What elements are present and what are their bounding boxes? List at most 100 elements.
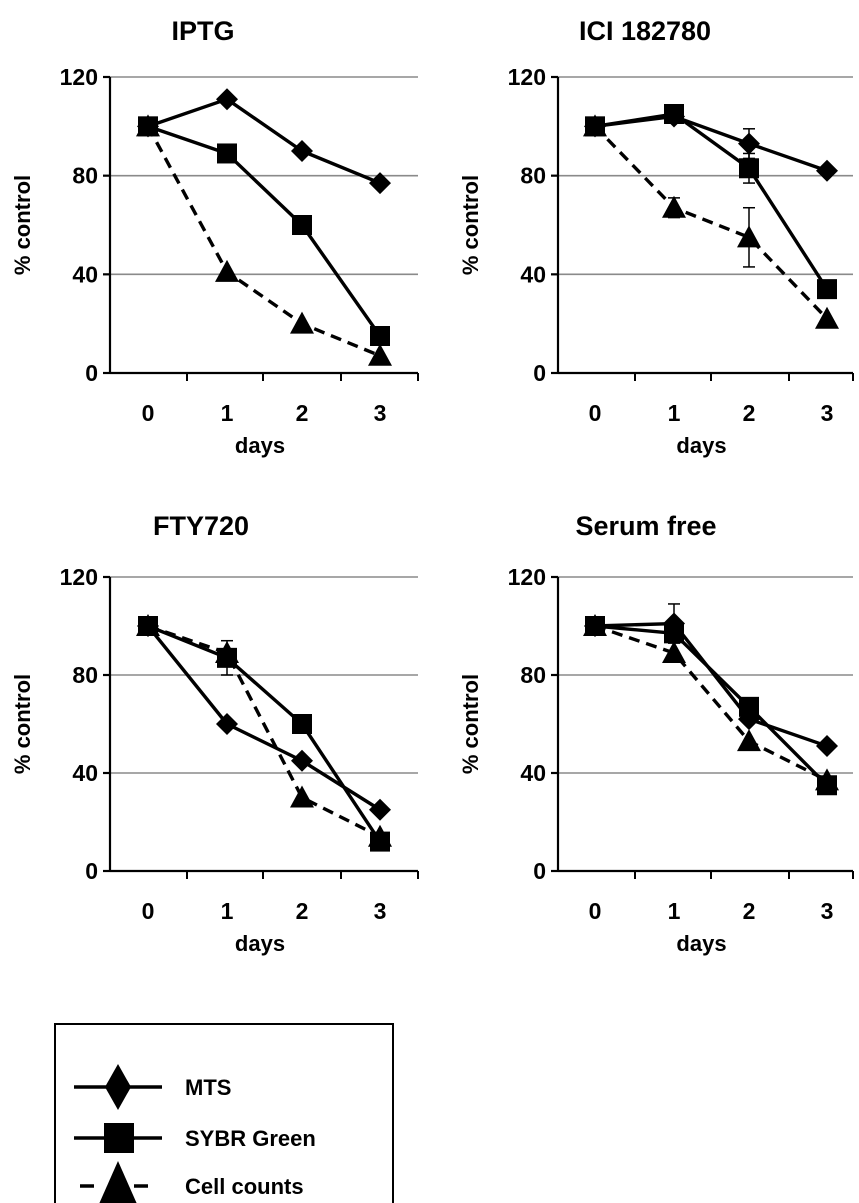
legend: MTS SYBR Green Cell counts <box>54 1023 394 1203</box>
data-point-square <box>739 158 759 179</box>
data-point-square <box>664 623 684 644</box>
series-cell-counts <box>136 614 392 847</box>
data-point-triangle <box>215 640 239 663</box>
series-sybr-green <box>138 116 390 346</box>
x-tick-label: 0 <box>142 898 155 924</box>
series-sybr-green <box>585 616 837 796</box>
series-line <box>147 624 381 839</box>
data-point-square <box>292 215 312 235</box>
panel-title: ICI 182780 <box>579 16 711 46</box>
chart-panel-4: Serum free 0 40 80 120 0 1 2 3 days % control <box>458 511 854 956</box>
series-cell-counts <box>583 114 839 329</box>
data-point-square <box>817 279 837 300</box>
data-point-square <box>370 326 390 346</box>
legend-label: SYBR Green <box>185 1126 316 1151</box>
series-mts <box>137 615 391 821</box>
data-point-square <box>739 696 759 717</box>
y-axis-label: % control <box>10 175 35 275</box>
data-point-triangle <box>290 785 314 808</box>
series-line <box>594 624 828 782</box>
data-point-diamond <box>816 159 838 182</box>
series-line <box>593 125 829 320</box>
data-point-diamond <box>369 172 391 195</box>
series-sybr-green <box>138 616 390 852</box>
x-tick-label: 1 <box>668 898 681 924</box>
x-tick-label: 0 <box>589 898 602 924</box>
x-axis-label: days <box>676 433 726 458</box>
chart-panel-3: FTY720 0 40 80 120 0 1 2 3 days % control <box>10 511 419 956</box>
panel-title: FTY720 <box>153 511 249 541</box>
data-point-triangle <box>815 768 839 791</box>
y-tick-label: 0 <box>533 360 546 386</box>
x-tick-label: 0 <box>142 400 155 426</box>
legend-box <box>54 1023 394 1203</box>
series-cell-counts <box>583 614 839 791</box>
y-tick-label: 0 <box>85 858 98 884</box>
data-point-square <box>292 714 312 734</box>
series-sybr-green <box>585 104 837 300</box>
x-tick-label: 2 <box>296 400 309 426</box>
x-tick-label: 1 <box>221 898 234 924</box>
data-point-diamond <box>216 713 238 735</box>
y-tick-label: 120 <box>60 64 98 90</box>
series-cell-counts <box>136 114 392 366</box>
x-tick-label: 3 <box>821 400 834 426</box>
data-point-diamond <box>291 140 313 162</box>
data-point-triangle <box>368 343 392 366</box>
data-point-diamond <box>369 798 391 821</box>
y-tick-label: 80 <box>72 662 98 688</box>
legend-triangle-marker <box>99 1161 137 1203</box>
x-tick-label: 2 <box>743 400 756 426</box>
series-line <box>594 114 828 173</box>
series-line <box>594 621 828 748</box>
y-tick-label: 120 <box>60 564 98 590</box>
data-point-triangle <box>583 614 607 636</box>
data-point-diamond <box>216 88 238 111</box>
data-point-triangle <box>662 195 686 218</box>
y-tick-label: 40 <box>72 760 98 786</box>
panel-title: Serum free <box>575 511 716 541</box>
series-line <box>147 624 382 843</box>
data-point-diamond <box>816 735 838 758</box>
legend-diamond-marker <box>105 1064 131 1110</box>
x-tick-label: 3 <box>821 898 834 924</box>
x-tick-label: 1 <box>668 400 681 426</box>
legend-label: Cell counts <box>185 1174 304 1199</box>
data-point-triangle <box>662 640 686 663</box>
y-tick-label: 40 <box>72 261 98 287</box>
data-point-triangle <box>737 225 761 248</box>
series-line <box>147 124 382 337</box>
series-line <box>146 125 381 358</box>
data-point-diamond <box>291 749 313 772</box>
data-point-triangle <box>368 824 392 847</box>
y-axis-label: % control <box>10 674 35 774</box>
data-point-triangle <box>815 306 839 329</box>
data-point-triangle <box>583 114 607 137</box>
y-tick-label: 80 <box>72 163 98 189</box>
data-point-triangle <box>737 729 761 752</box>
x-tick-label: 0 <box>589 400 602 426</box>
x-tick-label: 3 <box>374 898 387 924</box>
x-axis-label: days <box>676 931 726 956</box>
y-tick-label: 120 <box>508 564 546 590</box>
data-point-triangle <box>136 614 160 636</box>
y-axis-label: % control <box>458 674 483 774</box>
data-point-triangle <box>290 311 314 334</box>
series-line <box>147 97 381 185</box>
x-tick-label: 2 <box>743 898 756 924</box>
series-mts <box>584 105 838 182</box>
x-axis-label: days <box>235 931 285 956</box>
y-tick-label: 40 <box>520 261 546 287</box>
y-tick-label: 80 <box>520 163 546 189</box>
legend-square-marker <box>104 1123 134 1153</box>
chart-panel-2: ICI 182780 0 40 80 120 0 1 2 3 days % control <box>458 16 854 458</box>
y-tick-label: 40 <box>520 760 546 786</box>
y-tick-label: 0 <box>85 360 98 386</box>
x-axis-label: days <box>235 433 285 458</box>
data-point-square <box>664 104 684 124</box>
series-line <box>594 112 829 291</box>
data-point-diamond <box>738 132 760 155</box>
x-tick-label: 3 <box>374 400 387 426</box>
y-tick-label: 80 <box>520 662 546 688</box>
